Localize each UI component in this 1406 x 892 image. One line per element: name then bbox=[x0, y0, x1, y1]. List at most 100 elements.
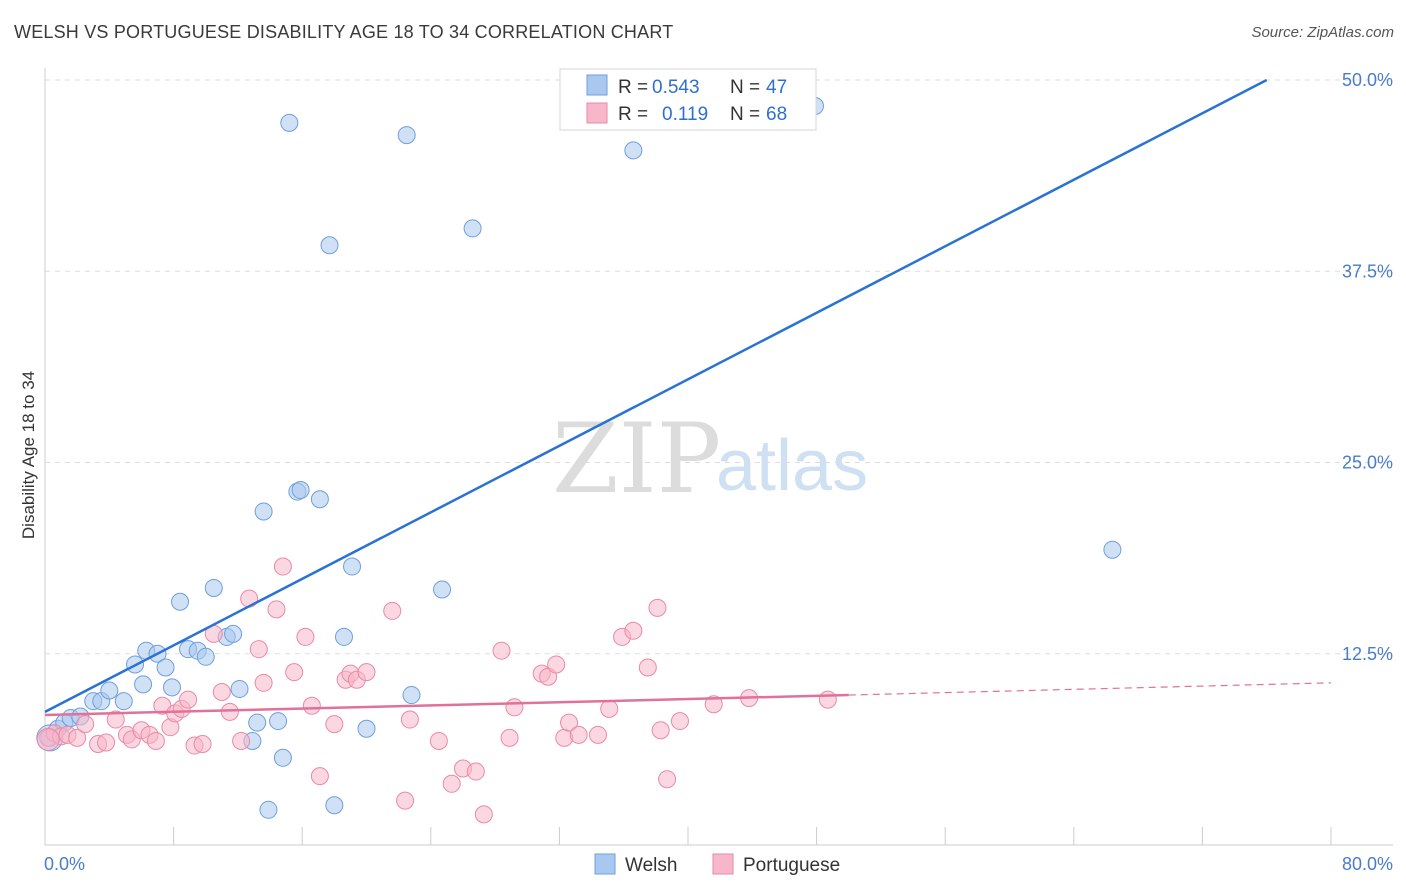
bottom-legend-portuguese-label: Portuguese bbox=[743, 855, 840, 876]
portuguese-point-60 bbox=[638, 658, 657, 677]
welsh-point-15 bbox=[171, 592, 190, 611]
portuguese-point-67 bbox=[818, 690, 837, 709]
trend-lines bbox=[44, 78, 1332, 717]
portuguese-points bbox=[36, 557, 837, 824]
portuguese-point-20 bbox=[193, 735, 212, 754]
portuguese-point-52 bbox=[547, 655, 566, 674]
watermark-atlas-text: atlas bbox=[716, 426, 868, 506]
portuguese-trend-line bbox=[44, 693, 849, 717]
portuguese-point-23 bbox=[220, 702, 239, 721]
portuguese-point-28 bbox=[267, 600, 286, 619]
portuguese-point-54 bbox=[560, 713, 579, 732]
welsh-point-22 bbox=[230, 679, 249, 698]
portuguese-point-33 bbox=[310, 767, 329, 786]
chart-source: Source: ZipAtlas.com bbox=[1251, 24, 1394, 41]
portuguese-point-34 bbox=[325, 715, 344, 734]
portuguese-point-18 bbox=[179, 690, 198, 709]
welsh-point-42 bbox=[624, 141, 643, 160]
portuguese-point-7 bbox=[97, 733, 116, 752]
legend-portuguese-n-value: 68 bbox=[766, 104, 787, 125]
portuguese-point-38 bbox=[357, 663, 376, 682]
legend-portuguese-r-label: R = bbox=[618, 104, 648, 125]
bottom-legend-portuguese-swatch bbox=[712, 853, 734, 875]
portuguese-point-62 bbox=[651, 721, 670, 740]
portuguese-point-39 bbox=[383, 601, 402, 620]
welsh-point-14 bbox=[162, 678, 181, 697]
welsh-points bbox=[36, 97, 1122, 819]
portuguese-point-13 bbox=[146, 731, 165, 750]
welsh-point-34 bbox=[325, 796, 344, 815]
portuguese-point-4 bbox=[68, 728, 87, 747]
welsh-trend-line bbox=[44, 78, 1268, 714]
welsh-point-10 bbox=[134, 675, 153, 694]
welsh-point-32 bbox=[310, 490, 329, 509]
portuguese-point-64 bbox=[670, 712, 689, 731]
portuguese-point-27 bbox=[254, 673, 273, 692]
x-tick-label-0: 0.0% bbox=[44, 854, 85, 874]
portuguese-point-43 bbox=[442, 774, 461, 793]
welsh-point-13 bbox=[156, 658, 175, 677]
portuguese-point-57 bbox=[600, 699, 619, 718]
welsh-point-37 bbox=[357, 719, 376, 738]
legend-welsh-r-label: R = bbox=[618, 77, 648, 98]
welsh-point-38 bbox=[397, 126, 416, 145]
legend-welsh-n-value: 47 bbox=[766, 77, 787, 98]
portuguese-point-24 bbox=[232, 731, 251, 750]
legend-portuguese-swatch bbox=[586, 102, 608, 124]
y-tick-labels: 12.5% 25.0% 37.5% 50.0% bbox=[1342, 70, 1393, 664]
y-tick-label-1: 25.0% bbox=[1342, 453, 1393, 473]
portuguese-point-5 bbox=[76, 715, 95, 734]
welsh-point-8 bbox=[114, 692, 133, 711]
portuguese-point-45 bbox=[466, 762, 485, 781]
portuguese-point-63 bbox=[658, 770, 677, 789]
x-tick-labels: 0.0% 80.0% bbox=[44, 854, 1393, 874]
portuguese-point-48 bbox=[500, 728, 519, 747]
bottom-legend-welsh-swatch bbox=[594, 853, 616, 875]
portuguese-point-61 bbox=[648, 598, 667, 617]
portuguese-point-31 bbox=[296, 627, 315, 646]
legend-box: R = 0.543 N = 47 R = 0.119 N = 68 bbox=[559, 68, 817, 131]
watermark: ZIP atlas bbox=[552, 403, 868, 515]
legend-welsh-r-value: 0.543 bbox=[652, 77, 700, 98]
bottom-legend: Welsh Portuguese bbox=[594, 853, 840, 876]
welsh-point-41 bbox=[463, 219, 482, 238]
welsh-point-25 bbox=[254, 502, 273, 521]
watermark-zip-text: ZIP bbox=[552, 403, 721, 515]
portuguese-point-30 bbox=[285, 663, 304, 682]
portuguese-point-22 bbox=[212, 683, 231, 701]
y-tick-label-2: 37.5% bbox=[1342, 261, 1393, 281]
welsh-point-33 bbox=[320, 236, 339, 255]
portuguese-point-46 bbox=[474, 805, 493, 824]
welsh-point-26 bbox=[259, 800, 278, 819]
welsh-point-40 bbox=[433, 580, 452, 599]
portuguese-point-26 bbox=[249, 640, 268, 659]
welsh-point-21 bbox=[224, 624, 243, 643]
welsh-point-7 bbox=[100, 681, 119, 700]
welsh-point-19 bbox=[204, 578, 223, 597]
portuguese-point-55 bbox=[569, 725, 588, 744]
welsh-point-24 bbox=[248, 713, 267, 732]
portuguese-point-29 bbox=[273, 557, 292, 576]
welsh-point-29 bbox=[280, 113, 299, 132]
portuguese-trend-extension bbox=[848, 682, 1332, 696]
x-tick-label-1: 80.0% bbox=[1342, 854, 1393, 874]
portuguese-point-65 bbox=[704, 695, 723, 714]
welsh-point-28 bbox=[273, 748, 292, 767]
axes bbox=[44, 68, 1393, 846]
legend-welsh-n-label: N = bbox=[730, 77, 760, 98]
legend-portuguese-r-value: 0.119 bbox=[662, 104, 708, 125]
portuguese-point-41 bbox=[400, 710, 419, 729]
chart-title: WELSH VS PORTUGUESE DISABILITY AGE 18 TO… bbox=[14, 22, 674, 42]
welsh-point-36 bbox=[343, 557, 362, 576]
portuguese-point-59 bbox=[624, 621, 643, 640]
portuguese-point-47 bbox=[492, 641, 511, 660]
legend-welsh-swatch bbox=[586, 74, 608, 96]
y-tick-label-0: 12.5% bbox=[1342, 644, 1393, 664]
portuguese-point-42 bbox=[429, 731, 448, 750]
welsh-point-35 bbox=[334, 627, 353, 646]
portuguese-point-56 bbox=[588, 725, 607, 744]
welsh-point-39 bbox=[402, 686, 421, 705]
welsh-point-27 bbox=[269, 712, 288, 731]
portuguese-point-32 bbox=[302, 696, 321, 715]
y-axis-title: Disability Age 18 to 34 bbox=[19, 371, 38, 539]
